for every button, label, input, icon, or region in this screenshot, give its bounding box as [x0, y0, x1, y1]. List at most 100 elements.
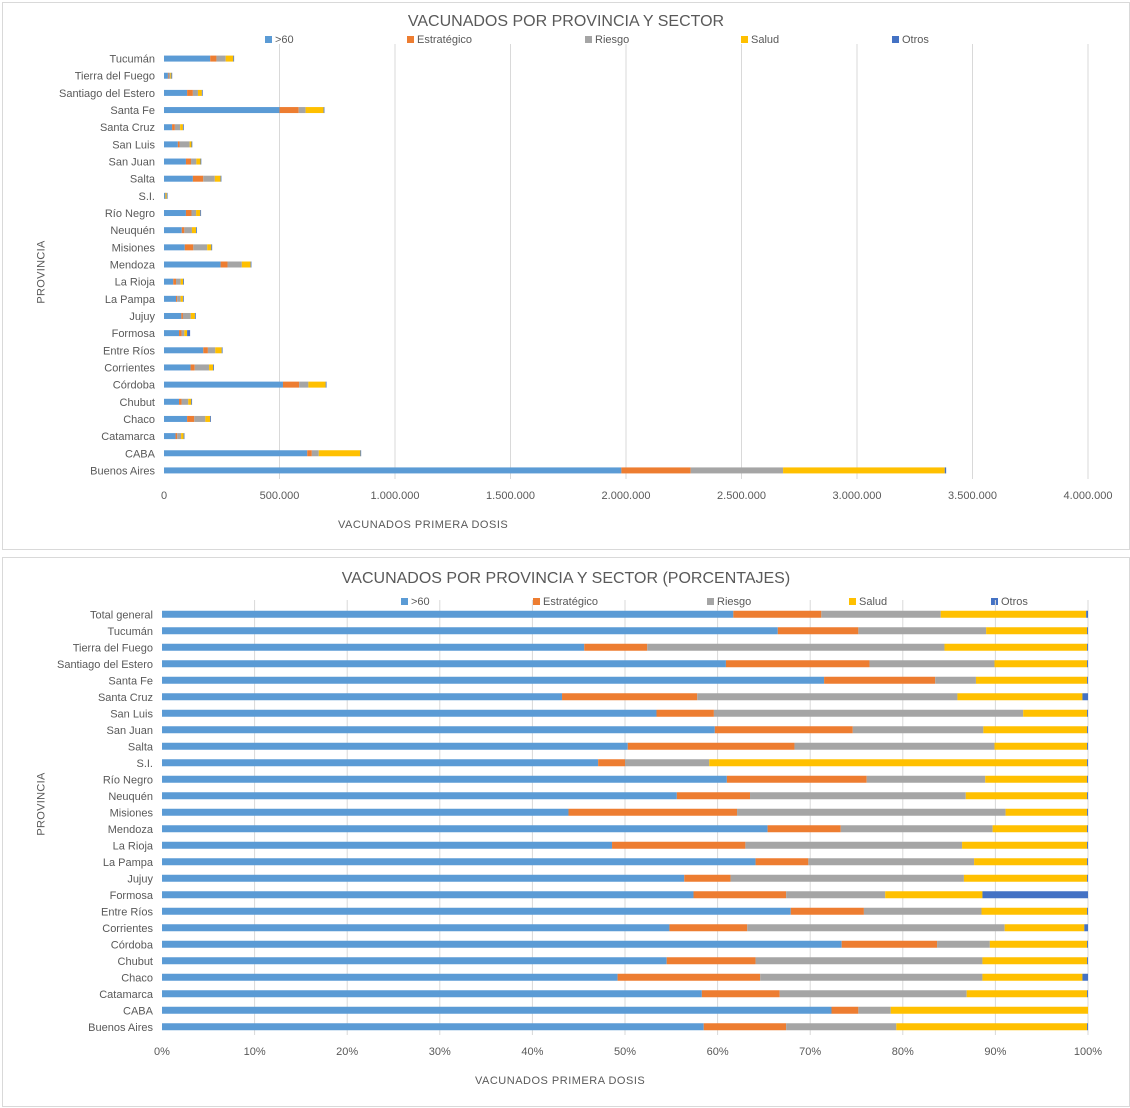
- bar-tucuman-riesgo: [858, 627, 987, 635]
- bar-buenos-aires-riesgo: [690, 467, 784, 474]
- bar-rio-negro-otros: [200, 210, 202, 217]
- bar-caba-riesgo: [311, 450, 319, 457]
- bar-entre-rios-riesgo: [863, 907, 982, 915]
- bar-rio-negro-riesgo: [191, 210, 197, 217]
- legend-item-riesgo: Riesgo: [585, 34, 629, 46]
- x-tick-label: 0: [161, 490, 167, 502]
- bar-formosa-otros: [982, 891, 1088, 899]
- bar-tierra-del-fuego-otros: [1087, 643, 1088, 651]
- bar-chubut-riesgo: [181, 398, 189, 405]
- bar-mendoza-riesgo: [840, 825, 993, 833]
- bar-tierra-del-fuego-estrategico: [584, 643, 648, 651]
- y-tick-label: Tucumán: [108, 626, 153, 638]
- bar-la-pampa-riesgo: [177, 295, 181, 302]
- bar-la-pampa-otros: [182, 295, 184, 302]
- bar-rio-negro-estrategico: [185, 210, 192, 217]
- legend-swatch: [991, 598, 998, 605]
- chart-legend: >60 Estratégico Riesgo Salud Otros: [3, 34, 1129, 48]
- bar-santiago-del-estero-salud: [197, 89, 202, 96]
- x-axis-title: VACUNADOS PRIMERA DOSIS: [338, 519, 509, 531]
- chart-title: VACUNADOS POR PROVINCIA Y SECTOR (PORCEN…: [341, 570, 791, 587]
- bar-salta-riesgo: [794, 742, 995, 750]
- bar-la-rioja-over-60: [162, 841, 613, 849]
- legend-label: Estratégico: [417, 34, 473, 46]
- bar-corrientes-riesgo: [747, 924, 1005, 932]
- x-tick-label: 3.500.000: [948, 490, 997, 502]
- y-tick-label: Corrientes: [102, 923, 153, 935]
- bar-formosa-salud: [885, 891, 983, 899]
- bar-chubut-riesgo: [755, 957, 983, 965]
- bar-santa-fe-over-60: [162, 676, 825, 684]
- bar-tucuman-over-60: [164, 55, 211, 62]
- x-tick-label: 100%: [1074, 1046, 1102, 1058]
- bar-chaco-over-60: [164, 415, 188, 422]
- bar-santiago-del-estero-over-60: [162, 660, 726, 668]
- bar-salta-otros: [1087, 742, 1088, 750]
- bar-san-luis-otros: [1087, 709, 1088, 717]
- bar-santiago-del-estero-over-60: [164, 89, 188, 96]
- bar-san-luis-estrategico: [177, 141, 180, 148]
- bar-cordoba-over-60: [164, 381, 283, 388]
- bar-corrientes-estrategico: [190, 364, 195, 371]
- bar-tierra-del-fuego-over-60: [162, 643, 585, 651]
- bar-chaco-riesgo: [760, 973, 983, 981]
- y-tick-label: Entre Ríos: [103, 345, 155, 357]
- y-tick-label: Formosa: [110, 890, 154, 902]
- bar-chaco-salud: [205, 415, 211, 422]
- bar-mendoza-over-60: [164, 261, 221, 268]
- bar-la-rioja-riesgo: [745, 841, 963, 849]
- bar-formosa-estrategico: [179, 330, 182, 337]
- bar-tucuman-estrategico: [210, 55, 217, 62]
- bar-san-juan-otros: [200, 158, 202, 165]
- bar-buenos-aires-over-60: [162, 1023, 704, 1031]
- legend-swatch: [707, 598, 714, 605]
- y-tick-label: Río Negro: [103, 774, 153, 786]
- x-tick-label: 20%: [336, 1046, 358, 1058]
- legend-swatch: [741, 36, 748, 43]
- bar-caba-estrategico: [831, 1006, 859, 1014]
- bar-s-i-otros: [1087, 759, 1088, 767]
- bar-jujuy-otros: [1087, 874, 1088, 882]
- y-tick-label: Chubut: [120, 397, 155, 409]
- bar-cordoba-estrategico: [841, 940, 938, 948]
- bar-neuquen-over-60: [162, 792, 677, 800]
- bar-caba-salud: [318, 450, 361, 457]
- bar-catamarca-riesgo: [177, 433, 182, 440]
- bar-formosa-over-60: [164, 330, 180, 337]
- x-tick-label: 1.000.000: [371, 490, 420, 502]
- bar-santiago-del-estero-riesgo: [869, 660, 995, 668]
- bar-chaco-otros: [210, 415, 211, 422]
- bar-misiones-over-60: [164, 244, 185, 251]
- bar-tucuman-over-60: [162, 627, 778, 635]
- y-tick-label: S.I.: [138, 191, 155, 203]
- bar-caba-over-60: [162, 1006, 832, 1014]
- legend-label: Salud: [859, 596, 888, 608]
- bar-cordoba-otros: [1087, 940, 1088, 948]
- bar-san-juan-over-60: [162, 726, 715, 734]
- bar-total-general-over-60: [162, 610, 734, 618]
- x-tick-label: 2.000.000: [602, 490, 651, 502]
- x-tick-label: 30%: [429, 1046, 451, 1058]
- bar-tierra-del-fuego-riesgo: [168, 72, 171, 79]
- bar-san-luis-over-60: [164, 141, 178, 148]
- bar-san-juan-otros: [1087, 726, 1088, 734]
- y-tick-label: Catamarca: [101, 431, 156, 443]
- bar-santa-fe-salud: [975, 676, 1088, 684]
- bar-santa-cruz-riesgo: [697, 693, 958, 701]
- bar-entre-rios-salud: [981, 907, 1088, 915]
- bar-santa-cruz-estrategico: [562, 693, 698, 701]
- y-tick-label: Formosa: [112, 328, 156, 340]
- bar-entre-rios-salud: [215, 347, 222, 354]
- x-tick-label: 90%: [984, 1046, 1006, 1058]
- bar-mendoza-estrategico: [767, 825, 841, 833]
- y-tick-label: Chaco: [121, 972, 153, 984]
- bar-mendoza-riesgo: [227, 261, 242, 268]
- bar-salta-riesgo: [203, 175, 215, 182]
- legend-swatch: [265, 36, 272, 43]
- legend-item-otros: Otros: [991, 596, 1028, 608]
- legend-swatch: [401, 598, 408, 605]
- bar-san-juan-over-60: [164, 158, 186, 165]
- bar-chubut-salud: [982, 957, 1088, 965]
- bar-mendoza-salud: [992, 825, 1088, 833]
- bar-la-rioja-otros: [1087, 841, 1088, 849]
